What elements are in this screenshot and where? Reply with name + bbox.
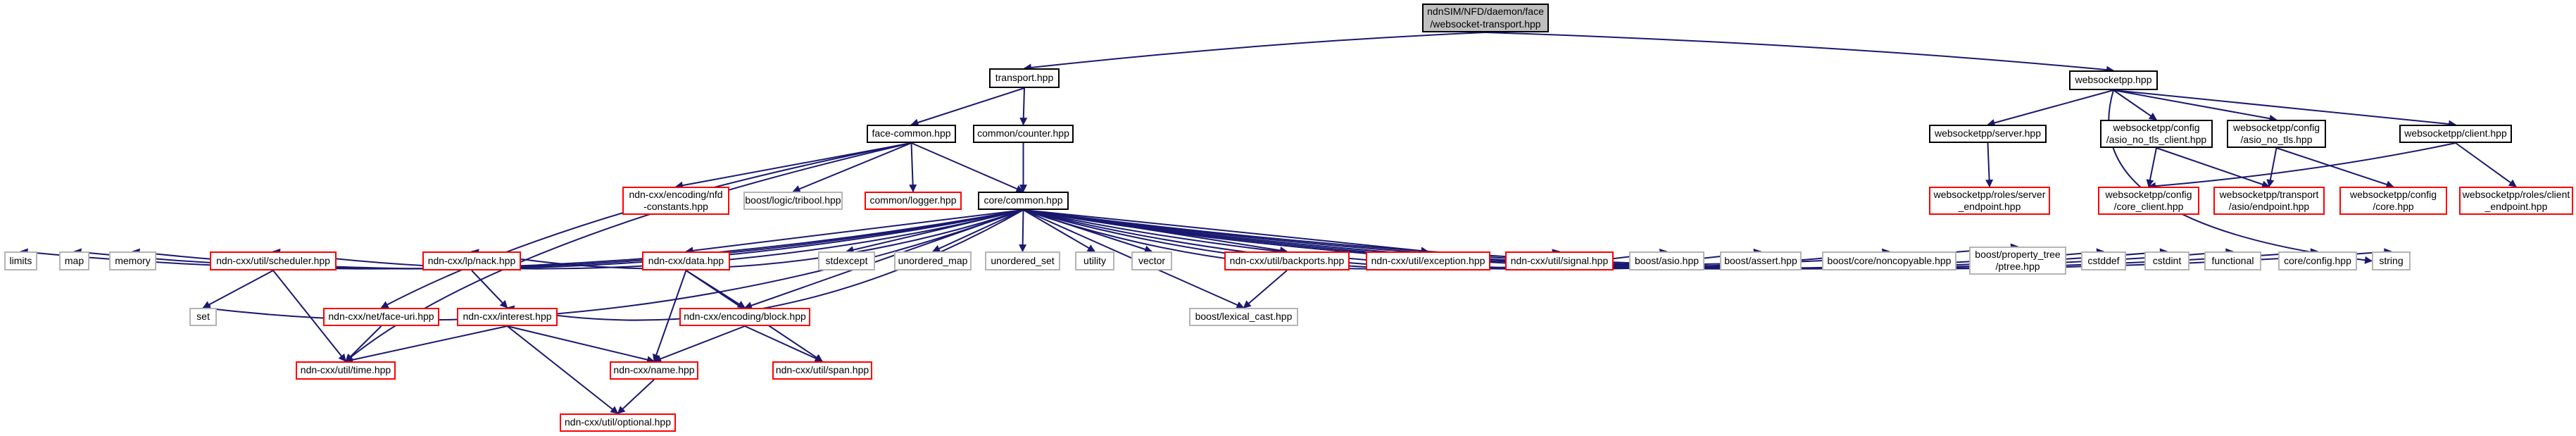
edge-facecommon-to-logger [909, 142, 917, 193]
edge-block-to-name [653, 325, 746, 363]
edge-wsclient-to-wscoreclient [2147, 142, 2456, 190]
node-block[interactable]: ndn-cxx/encoding/block.hpp [679, 308, 810, 326]
edge-facecommon-to-tribool [792, 142, 912, 193]
node-utility[interactable]: utility [1075, 251, 1114, 270]
edge-websocketpp-to-wsserver [1987, 89, 2114, 127]
edge-root-to-websocketpp [1485, 32, 2115, 74]
node-interest[interactable]: ndn-cxx/interest.hpp [457, 308, 558, 326]
edge-corecommon-to-data [685, 209, 1024, 255]
edge-interest-to-time [344, 325, 508, 364]
node-ptree[interactable]: boost/property_tree /ptree.hpp [1969, 247, 2066, 275]
edge-wsserver-to-wsrolesserver [1985, 142, 1994, 188]
edge-facecommon-to-time [345, 142, 912, 362]
node-unorderedmap[interactable]: unordered_map [894, 251, 972, 270]
edge-transport-to-facecommon [910, 87, 1025, 127]
node-name[interactable]: ndn-cxx/name.hpp [610, 361, 698, 380]
node-boostassert[interactable]: boost/assert.hpp [1720, 251, 1802, 270]
node-scheduler[interactable]: ndn-cxx/util/scheduler.hpp [210, 251, 337, 270]
node-counter[interactable]: common/counter.hpp [973, 125, 1074, 143]
node-vector[interactable]: vector [1131, 251, 1172, 270]
node-backports[interactable]: ndn-cxx/util/backports.hpp [1224, 251, 1350, 270]
edge-facecommon-to-corecommon [911, 142, 1024, 193]
edge-transport-to-counter [1019, 87, 1028, 126]
edge-root-to-transport [1023, 32, 1486, 72]
edge-corecommon-to-block [743, 209, 1024, 309]
node-string[interactable]: string [2372, 251, 2411, 270]
edge-websocketpp-to-wsant [2113, 89, 2277, 123]
edge-backports-to-lexical [1243, 270, 1288, 309]
edge-corecommon-to-unorderedset [1019, 209, 1027, 253]
node-wsserver[interactable]: websocketpp/server.hpp [1929, 125, 2047, 143]
node-wsclient[interactable]: websocketpp/client.hpp [2399, 125, 2512, 143]
edge-faceuri-to-time [345, 325, 382, 362]
node-wsant[interactable]: websocketpp/config /asio_no_tls.hpp [2227, 120, 2326, 148]
edge-wsclient-to-wsrolesclient [2455, 142, 2517, 187]
edge-wsant-to-wsasioendpoint [2266, 147, 2277, 188]
edge-websocketpp-to-wsanc [2113, 89, 2157, 120]
edge-wsanc-to-wsasioendpoint [2156, 147, 2270, 188]
edge-wsant-to-wscore [2276, 147, 2394, 189]
edge-websocketpp-to-wsclient [2113, 89, 2457, 128]
edge-data-to-name [653, 270, 687, 363]
edge-scheduler-to-set [202, 270, 274, 309]
node-time[interactable]: ndn-cxx/util/time.hpp [296, 361, 396, 380]
node-cstddef[interactable]: cstddef [2081, 251, 2126, 270]
node-wsanc[interactable]: websocketpp/config /asio_no_tls_client.h… [2100, 120, 2213, 148]
node-transport[interactable]: transport.hpp [989, 68, 1060, 88]
node-wsrolesclient[interactable]: websocketpp/roles/client _endpoint.hpp [2459, 187, 2573, 215]
node-tribool[interactable]: boost/logic/tribool.hpp [743, 192, 843, 210]
node-unorderedset[interactable]: unordered_set [985, 251, 1060, 270]
node-noncopyable[interactable]: boost/core/noncopyable.hpp [1822, 251, 1956, 270]
node-root[interactable]: ndnSIM/NFD/daemon/face /websocket-transp… [1422, 4, 1549, 32]
node-facecommon[interactable]: face-common.hpp [867, 125, 956, 143]
node-coreconfig[interactable]: core/config.hpp [2278, 251, 2357, 270]
edge-name-to-optional [617, 379, 655, 414]
edge-corecommon-to-unorderedmap [932, 209, 1024, 252]
edge-corecommon-to-stdexcept [846, 209, 1024, 254]
node-cstdint[interactable]: cstdint [2144, 251, 2189, 270]
edge-corecommon-to-utility [1022, 209, 1095, 252]
node-map[interactable]: map [59, 251, 89, 270]
edge-nack-to-interest [471, 270, 508, 309]
node-span[interactable]: ndn-cxx/util/span.hpp [772, 361, 872, 380]
node-exception[interactable]: ndn-cxx/util/exception.hpp [1366, 251, 1490, 270]
node-nfdconst[interactable]: ndn-cxx/encoding/nfd -constants.hpp [622, 187, 729, 215]
node-wscore[interactable]: websocketpp/config /core.hpp [2339, 187, 2447, 215]
node-stdexcept[interactable]: stdexcept [818, 251, 875, 270]
node-limits[interactable]: limits [4, 251, 37, 270]
edge-scheduler-to-time [272, 270, 346, 362]
edge-corecommon-to-exception [1023, 209, 1429, 255]
edge-corecommon-to-nack [470, 209, 1024, 270]
node-wscoreclient[interactable]: websocketpp/config /core_client.hpp [2098, 187, 2199, 215]
node-logger[interactable]: common/logger.hpp [865, 192, 962, 210]
node-corecommon[interactable]: core/common.hpp [978, 192, 1069, 210]
node-boostasio[interactable]: boost/asio.hpp [1629, 251, 1704, 270]
node-websocketpp[interactable]: websocketpp.hpp [2069, 70, 2158, 90]
node-lexical[interactable]: boost/lexical_cast.hpp [1189, 308, 1298, 326]
edge-facecommon-to-faceuri [380, 142, 912, 309]
node-optional[interactable]: ndn-cxx/util/optional.hpp [560, 413, 676, 432]
node-memory[interactable]: memory [109, 251, 156, 270]
node-data[interactable]: ndn-cxx/data.hpp [642, 251, 730, 270]
node-wsasioendpoint[interactable]: websocketpp/transport /asio/endpoint.hpp [2213, 187, 2325, 215]
edge-interest-to-optional [506, 325, 619, 414]
node-functional[interactable]: functional [2204, 251, 2261, 270]
edge-corecommon-to-limits [20, 209, 1024, 270]
node-set[interactable]: set [189, 308, 217, 326]
node-signal[interactable]: ndn-cxx/util/signal.hpp [1505, 251, 1614, 270]
edge-block-to-span [744, 325, 824, 362]
node-nack[interactable]: ndn-cxx/lp/nack.hpp [422, 251, 521, 270]
edge-wsanc-to-wscoreclient [2146, 147, 2157, 188]
node-wsrolesserver[interactable]: websocketpp/roles/server _endpoint.hpp [1929, 187, 2050, 215]
edge-interest-to-name [507, 325, 655, 364]
node-faceuri[interactable]: ndn-cxx/net/face-uri.hpp [323, 308, 439, 326]
